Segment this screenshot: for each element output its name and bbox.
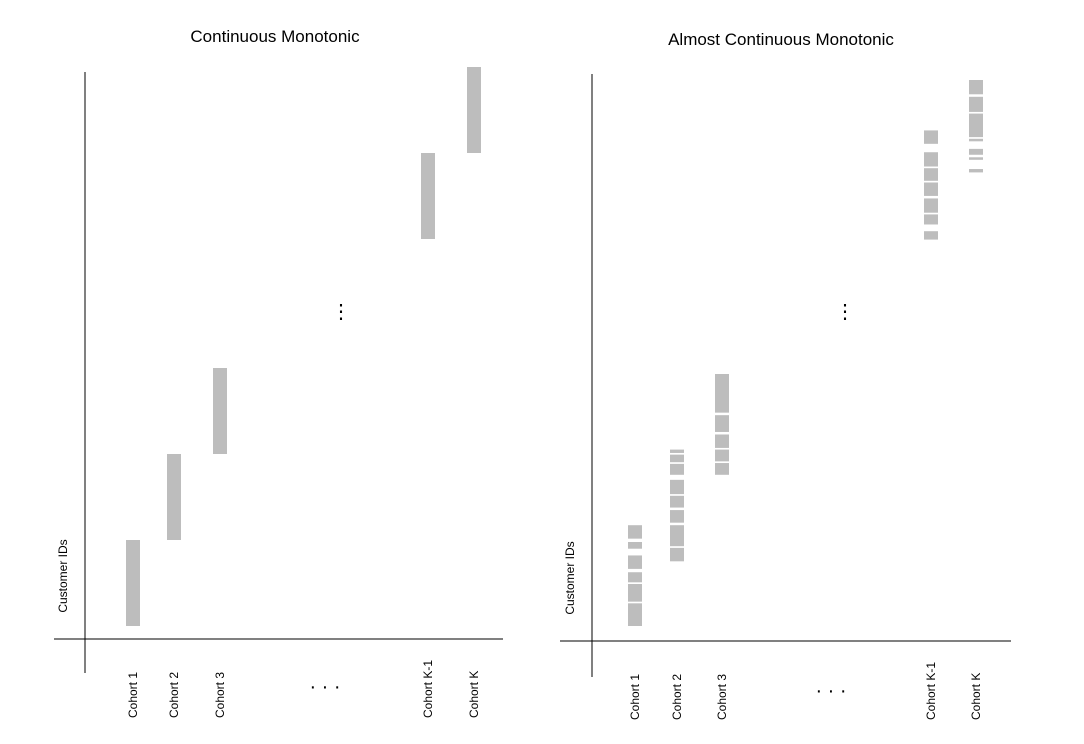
y-axis-label: Customer IDs [563, 541, 577, 614]
cohort-bar-segment [421, 153, 435, 239]
cohort-bar [924, 130, 938, 240]
cohort-bar-segment [670, 525, 684, 547]
cohort-bar-segment [628, 603, 642, 626]
cohort-bar-segment [670, 495, 684, 508]
panel-continuous: Continuous Monotonic Customer IDs Cohort… [54, 27, 503, 718]
cohort-bar-segment [715, 434, 729, 448]
cohort-bar-segment [628, 555, 642, 569]
cohort-tick-label: Cohort K [467, 671, 481, 718]
y-ellipsis: ⋮ [331, 301, 351, 323]
cohort-tick-labels: Cohort 1 Cohort 2 Cohort 3 Cohort K-1 Cohort… [628, 662, 983, 720]
cohort-bar-segment [969, 138, 983, 142]
cohort-bar [213, 368, 227, 454]
cohort-bars [628, 80, 983, 626]
cohort-tick-labels: Cohort 1 Cohort 2 Cohort 3 Cohort K-1 Cohort… [126, 660, 481, 718]
cohort-bar-segment [924, 152, 938, 167]
cohort-bar-segment [670, 463, 684, 475]
cohort-tick-label: Cohort K-1 [924, 662, 938, 720]
panel-title: Almost Continuous Monotonic [668, 30, 894, 49]
cohort-bar-segment [969, 169, 983, 173]
x-ellipsis: · · · [309, 676, 340, 698]
cohort-bar-segment [924, 198, 938, 213]
x-ellipsis: · · · [815, 680, 846, 702]
cohort-tick-label: Cohort 2 [670, 674, 684, 720]
cohort-bar-segment [969, 148, 983, 155]
cohort-bar-segment [715, 374, 729, 413]
cohort-bar [969, 80, 983, 173]
panel-title: Continuous Monotonic [190, 27, 360, 46]
cohort-tick-label: Cohort 2 [167, 672, 181, 718]
cohort-bar-segment [924, 231, 938, 240]
cohort-bar-segment [628, 584, 642, 602]
cohort-tick-label: Cohort K-1 [421, 660, 435, 718]
cohort-bar-segment [167, 454, 181, 540]
cohort-bar-segment [670, 454, 684, 463]
cohort-bar-segment [467, 67, 481, 153]
cohort-bar [715, 374, 729, 475]
cohort-tick-label: Cohort 1 [628, 674, 642, 720]
cohort-bar-segment [715, 449, 729, 462]
cohort-bar-segment [924, 182, 938, 196]
cohort-bar [628, 525, 642, 626]
cohort-bar-segment [924, 130, 938, 144]
cohort-bar-segment [715, 415, 729, 432]
cohort-bar-segment [126, 540, 140, 626]
cohort-bar-segment [924, 168, 938, 181]
cohort-bar-segment [924, 214, 938, 225]
cohort-bar-segment [670, 479, 684, 495]
cohort-bar [670, 449, 684, 562]
cohort-bar-segment [969, 157, 983, 160]
cohort-bar [467, 67, 481, 153]
cohort-bar-segment [213, 368, 227, 454]
cohort-bar-segment [969, 113, 983, 138]
cohort-bar [167, 454, 181, 540]
y-axis-label: Customer IDs [56, 539, 70, 612]
cohort-bar-segment [670, 449, 684, 453]
cohort-tick-label: Cohort 1 [126, 672, 140, 718]
cohort-bar-segment [670, 547, 684, 562]
panel-almost-continuous: Almost Continuous Monotonic Customer IDs… [560, 30, 1011, 720]
cohort-tick-label: Cohort K [969, 673, 983, 720]
cohort-bar-segment [628, 572, 642, 583]
cohort-bar-segment [628, 542, 642, 549]
cohort-bar-segment [969, 80, 983, 95]
y-ellipsis: ⋮ [835, 301, 855, 323]
cohort-bars [126, 67, 481, 626]
cohort-bar-segment [715, 463, 729, 475]
cohort-tick-label: Cohort 3 [715, 674, 729, 720]
cohort-bar [126, 540, 140, 626]
cohort-tick-label: Cohort 3 [213, 672, 227, 718]
cohort-bar [421, 153, 435, 239]
cohort-bar-segment [969, 96, 983, 112]
cohort-bar-segment [628, 525, 642, 539]
cohort-bar-segment [670, 510, 684, 523]
